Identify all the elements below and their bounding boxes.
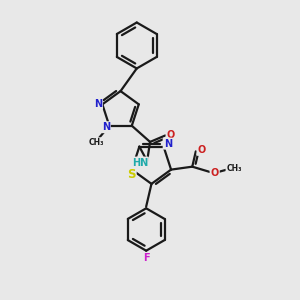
Text: CH₃: CH₃ — [89, 138, 104, 147]
Text: S: S — [127, 168, 136, 182]
Text: O: O — [198, 145, 206, 155]
Text: F: F — [143, 253, 149, 263]
Text: HN: HN — [132, 158, 148, 167]
Text: N: N — [94, 99, 102, 109]
Text: O: O — [211, 168, 219, 178]
Text: CH₃: CH₃ — [226, 164, 242, 173]
Text: O: O — [167, 130, 175, 140]
Text: N: N — [102, 122, 110, 132]
Text: N: N — [164, 139, 172, 148]
